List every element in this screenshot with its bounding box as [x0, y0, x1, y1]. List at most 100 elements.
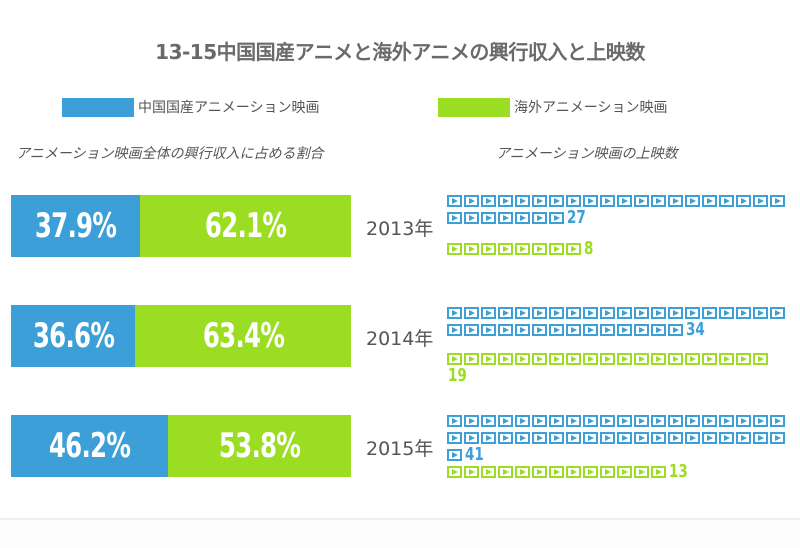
film-play-icon — [685, 415, 700, 427]
film-play-icon — [464, 243, 479, 255]
film-play-icon — [447, 449, 462, 461]
film-play-icon — [481, 466, 496, 478]
film-play-icon — [685, 353, 700, 365]
film-play-icon — [481, 415, 496, 427]
film-play-icon — [634, 195, 649, 207]
share-bar-2015年: 46.2% 53.8% — [11, 415, 351, 477]
film-play-icon — [736, 432, 751, 444]
film-play-icon — [549, 195, 564, 207]
film-play-icon — [532, 195, 547, 207]
film-play-icon — [583, 466, 598, 478]
film-play-icon — [651, 324, 666, 336]
film-play-icon — [668, 415, 683, 427]
film-play-icon — [719, 353, 734, 365]
bar-segment: 53.8% — [168, 415, 351, 477]
film-play-icon — [498, 195, 513, 207]
film-count-domestic: 27 — [447, 195, 792, 228]
film-play-icon — [634, 415, 649, 427]
share-subtitle: アニメーション映画全体の興行収入に占める割合 — [16, 146, 324, 162]
film-play-icon — [634, 353, 649, 365]
film-play-icon — [515, 353, 530, 365]
film-play-icon — [600, 415, 615, 427]
film-play-icon — [583, 415, 598, 427]
film-play-icon — [668, 353, 683, 365]
film-play-icon — [566, 432, 581, 444]
count-label: 8 — [584, 238, 594, 259]
film-play-icon — [515, 466, 530, 478]
film-play-icon — [702, 307, 717, 319]
data-label: 63.4% — [202, 316, 285, 356]
film-play-icon — [651, 307, 666, 319]
film-play-icon — [447, 307, 462, 319]
film-count-domestic: 34 — [447, 307, 792, 339]
film-play-icon — [566, 353, 581, 365]
film-play-icon — [481, 243, 496, 255]
film-play-icon — [498, 212, 513, 224]
count-label: 27 — [567, 207, 586, 228]
count-label: 41 — [465, 444, 484, 465]
film-play-icon — [549, 324, 564, 336]
bar-segment: 36.6% — [11, 305, 136, 367]
share-bar-2014年: 36.6% 63.4% — [11, 305, 351, 367]
film-play-icon — [464, 466, 479, 478]
film-play-icon — [549, 307, 564, 319]
film-count-foreign: 19 — [447, 353, 792, 386]
film-play-icon — [753, 353, 768, 365]
film-play-icon — [447, 432, 462, 444]
film-play-icon — [753, 415, 768, 427]
film-play-icon — [515, 415, 530, 427]
share-bar-2013年: 37.9% 62.1% — [11, 195, 351, 257]
film-play-icon — [532, 212, 547, 224]
film-play-icon — [634, 307, 649, 319]
bar-segment: 62.1% — [139, 195, 351, 257]
film-play-icon — [498, 432, 513, 444]
film-play-icon — [770, 432, 785, 444]
film-play-icon — [549, 243, 564, 255]
film-play-icon — [464, 353, 479, 365]
film-play-icon — [702, 415, 717, 427]
film-play-icon — [583, 324, 598, 336]
film-play-icon — [515, 243, 530, 255]
legend-swatch-domestic — [62, 97, 134, 117]
film-play-icon — [447, 243, 462, 255]
film-play-icon — [447, 466, 462, 478]
film-play-icon — [736, 353, 751, 365]
film-play-icon — [668, 432, 683, 444]
film-play-icon — [464, 307, 479, 319]
film-play-icon — [770, 415, 785, 427]
film-count-foreign: 13 — [447, 461, 792, 482]
film-play-icon — [447, 195, 462, 207]
film-play-icon — [634, 466, 649, 478]
film-play-icon — [600, 307, 615, 319]
film-play-icon — [447, 353, 462, 365]
film-play-icon — [464, 415, 479, 427]
count-subtitle: アニメーション映画の上映数 — [496, 146, 678, 162]
legend-swatch-foreign — [438, 97, 510, 117]
film-play-icon — [583, 307, 598, 319]
film-play-icon — [753, 432, 768, 444]
bar-segment: 63.4% — [135, 305, 351, 367]
film-play-icon — [464, 432, 479, 444]
film-play-icon — [685, 307, 700, 319]
film-play-icon — [753, 307, 768, 319]
film-play-icon — [600, 466, 615, 478]
film-play-icon — [651, 353, 666, 365]
count-label: 19 — [448, 365, 467, 386]
film-play-icon — [447, 415, 462, 427]
film-play-icon — [719, 195, 734, 207]
data-label: 36.6% — [32, 316, 115, 356]
film-play-icon — [481, 324, 496, 336]
film-play-icon — [617, 195, 632, 207]
film-play-icon — [532, 324, 547, 336]
film-play-icon — [651, 466, 666, 478]
film-play-icon — [481, 307, 496, 319]
film-play-icon — [549, 415, 564, 427]
film-count-domestic: 41 — [447, 415, 792, 465]
film-play-icon — [583, 432, 598, 444]
film-play-icon — [464, 195, 479, 207]
film-play-icon — [617, 353, 632, 365]
count-label: 13 — [669, 461, 688, 482]
film-play-icon — [515, 307, 530, 319]
bar-segment: 46.2% — [11, 415, 169, 477]
film-play-icon — [498, 324, 513, 336]
